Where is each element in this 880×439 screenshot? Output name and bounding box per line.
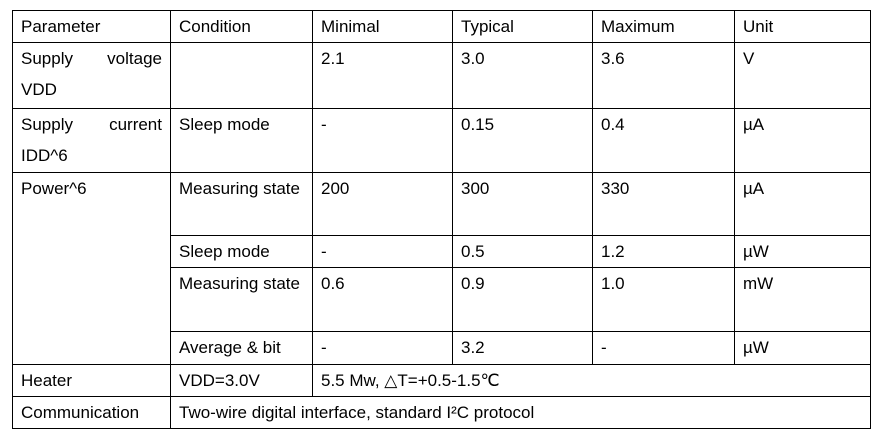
cell: 1.2 (592, 235, 735, 268)
cell: Heater (12, 364, 171, 397)
cell: V (734, 42, 871, 109)
cell: mW (734, 267, 871, 332)
cell: Sleep mode (170, 235, 313, 268)
cell: Measuring state (170, 172, 313, 236)
cell: 3.6 (592, 42, 735, 109)
cell: Communication (12, 396, 171, 429)
row: Measuring state 0.6 0.9 1.0 mW (13, 267, 871, 332)
cell: Two-wire digital interface, standard I²C… (170, 396, 871, 429)
cell: 0.9 (452, 267, 593, 332)
cell: Average & bit (170, 331, 313, 365)
cell: µA (734, 108, 871, 173)
cell: 300 (452, 172, 593, 236)
cell: 0.5 (452, 235, 593, 268)
cell: Measuring state (170, 267, 313, 332)
header-cell: Condition (170, 10, 313, 43)
cell: µW (734, 235, 871, 268)
header-cell: Typical (452, 10, 593, 43)
cell: 5.5 Mw, △T=+0.5-1.5℃ (312, 364, 871, 397)
header-row: Parameter Condition Minimal Typical Maxi… (12, 10, 871, 43)
cell: 200 (312, 172, 453, 236)
cell: µA (734, 172, 871, 236)
cell: 1.0 (592, 267, 735, 332)
cell: - (592, 331, 735, 365)
cell: - (312, 235, 453, 268)
cell: Sleep mode (170, 108, 313, 173)
header-cell: Parameter (12, 10, 171, 43)
row: Supply voltage VDD 2.1 3.0 3.6 V (12, 42, 871, 109)
header-cell: Minimal (312, 10, 453, 43)
row: Communication Two-wire digital interface… (12, 396, 871, 429)
row: Heater VDD=3.0V 5.5 Mw, △T=+0.5-1.5℃ (12, 364, 871, 397)
row: Supply current IDD^6 Sleep mode - 0.15 0… (12, 108, 871, 173)
spec-table: Parameter Condition Minimal Typical Maxi… (12, 10, 871, 429)
cell: µW (734, 331, 871, 365)
cell: 3.0 (452, 42, 593, 109)
cell: 2.1 (312, 42, 453, 109)
cell: Power^6 (12, 172, 171, 365)
cell: 330 (592, 172, 735, 236)
header-cell: Maximum (592, 10, 735, 43)
cell: 0.4 (592, 108, 735, 173)
row: Power^6 Measuring state 200 300 330 µA (12, 172, 871, 365)
cell: - (312, 108, 453, 173)
header-cell: Unit (734, 10, 871, 43)
cell: 0.6 (312, 267, 453, 332)
row: Sleep mode - 0.5 1.2 µW (13, 235, 871, 268)
cell: VDD=3.0V (170, 364, 313, 397)
cell: 0.15 (452, 108, 593, 173)
cell (170, 42, 313, 109)
cell: Supply voltage VDD (12, 42, 171, 109)
cell: 3.2 (452, 331, 593, 365)
cell: - (312, 331, 453, 365)
cell: Supply current IDD^6 (12, 108, 171, 173)
